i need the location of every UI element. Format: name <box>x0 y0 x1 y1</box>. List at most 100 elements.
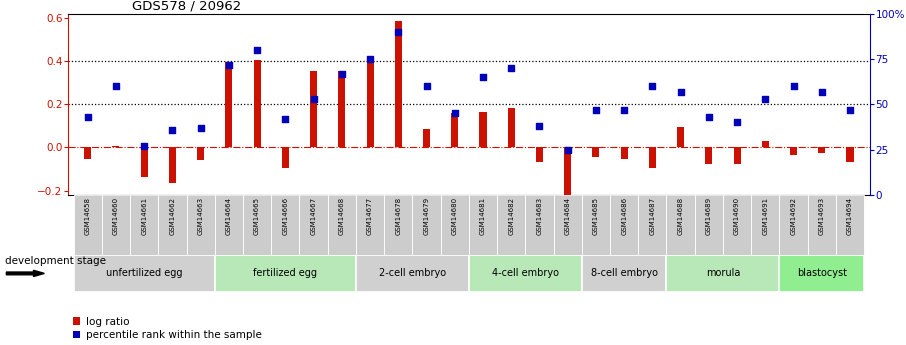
Bar <box>554 195 582 255</box>
Point <box>278 116 293 122</box>
Text: GSM14691: GSM14691 <box>762 197 768 235</box>
Bar <box>779 255 864 292</box>
Text: GSM14692: GSM14692 <box>791 197 796 235</box>
Bar <box>338 71 345 148</box>
Point <box>362 56 377 62</box>
Point <box>334 71 349 76</box>
Bar <box>734 148 740 164</box>
Text: GSM14688: GSM14688 <box>678 197 684 235</box>
Point <box>561 147 575 152</box>
Bar <box>356 255 469 292</box>
Bar <box>198 148 204 160</box>
Point <box>617 107 631 112</box>
Bar <box>638 195 667 255</box>
Bar <box>356 195 384 255</box>
Text: GSM14663: GSM14663 <box>198 197 204 235</box>
Bar <box>582 195 610 255</box>
Text: GSM14694: GSM14694 <box>847 197 853 235</box>
Point <box>701 114 716 120</box>
Point <box>645 83 660 89</box>
Bar <box>479 112 487 148</box>
Point <box>109 83 123 89</box>
Legend: log ratio, percentile rank within the sample: log ratio, percentile rank within the sa… <box>73 317 262 340</box>
Text: GSM14693: GSM14693 <box>819 197 824 235</box>
Bar <box>169 148 176 183</box>
Point <box>419 83 434 89</box>
Point <box>137 143 151 149</box>
Bar <box>469 255 582 292</box>
Point <box>81 114 95 120</box>
Bar <box>751 195 779 255</box>
Text: GSM14689: GSM14689 <box>706 197 712 235</box>
Text: GSM14667: GSM14667 <box>311 197 316 235</box>
Point <box>306 96 321 102</box>
Bar <box>271 195 300 255</box>
Text: GSM14679: GSM14679 <box>423 197 429 235</box>
Point <box>222 62 236 67</box>
Bar <box>140 148 148 177</box>
Bar <box>705 148 712 164</box>
Text: GSM14666: GSM14666 <box>283 197 288 235</box>
Text: GSM14661: GSM14661 <box>141 197 147 235</box>
Text: GSM14685: GSM14685 <box>593 197 599 235</box>
Point <box>165 127 179 132</box>
Bar <box>300 195 328 255</box>
Bar <box>807 195 836 255</box>
Point <box>448 111 462 116</box>
Bar <box>610 195 638 255</box>
Bar <box>395 21 401 148</box>
Text: fertilized egg: fertilized egg <box>254 268 317 278</box>
Bar <box>73 255 215 292</box>
Point <box>814 89 829 95</box>
Bar <box>215 255 356 292</box>
Bar <box>451 113 458 148</box>
Bar <box>130 195 159 255</box>
Bar <box>187 195 215 255</box>
Bar <box>73 195 101 255</box>
Bar <box>440 195 469 255</box>
Point <box>758 96 773 102</box>
Text: 8-cell embryo: 8-cell embryo <box>591 268 658 278</box>
Bar <box>423 129 430 148</box>
Bar <box>564 148 571 196</box>
Text: GSM14677: GSM14677 <box>367 197 373 235</box>
Text: GSM14690: GSM14690 <box>734 197 740 235</box>
Text: GDS578 / 20962: GDS578 / 20962 <box>132 0 241 13</box>
Text: GSM14678: GSM14678 <box>395 197 401 235</box>
Bar <box>790 148 797 155</box>
Bar <box>836 195 864 255</box>
Point <box>504 66 518 71</box>
Text: GSM14658: GSM14658 <box>85 197 91 235</box>
Text: GSM14681: GSM14681 <box>480 197 486 235</box>
Text: GSM14665: GSM14665 <box>254 197 260 235</box>
Text: GSM14683: GSM14683 <box>536 197 543 235</box>
Bar <box>112 146 120 148</box>
Point <box>476 75 490 80</box>
Bar <box>310 71 317 148</box>
Bar <box>582 255 667 292</box>
Bar <box>84 148 92 159</box>
Text: GSM14684: GSM14684 <box>564 197 571 235</box>
Point <box>250 47 265 53</box>
Bar <box>384 195 412 255</box>
Bar <box>412 195 440 255</box>
Bar <box>328 195 356 255</box>
Bar <box>254 60 261 148</box>
Point <box>843 107 857 112</box>
Bar <box>525 195 554 255</box>
Text: GSM14687: GSM14687 <box>650 197 655 235</box>
Bar <box>282 148 289 168</box>
Bar <box>593 148 600 157</box>
Bar <box>536 148 543 161</box>
Bar <box>649 148 656 168</box>
Text: GSM14664: GSM14664 <box>226 197 232 235</box>
Point <box>391 29 406 35</box>
Bar <box>507 108 515 148</box>
Bar <box>226 62 233 148</box>
Text: GSM14660: GSM14660 <box>113 197 119 235</box>
Text: unfertilized egg: unfertilized egg <box>106 268 182 278</box>
Point <box>532 124 546 129</box>
Text: blastocyst: blastocyst <box>796 268 847 278</box>
Bar <box>215 195 243 255</box>
Text: GSM14682: GSM14682 <box>508 197 515 235</box>
